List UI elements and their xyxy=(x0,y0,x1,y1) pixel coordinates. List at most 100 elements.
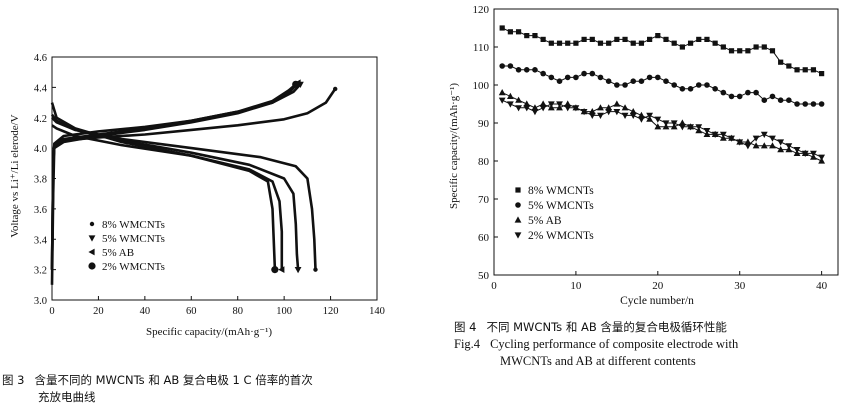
fig4-y-tick-label: 100 xyxy=(473,80,490,92)
fig3-charge-curve xyxy=(50,83,297,285)
fig4-data-point xyxy=(638,78,645,84)
fig4-data-point xyxy=(687,86,694,92)
fig4-data-point xyxy=(613,100,621,107)
fig4-data-point xyxy=(761,97,768,103)
fig3-axes: 0 20 40 60 80 100 120 140 3.0 3.2 3.4 3.6 3.8 4.0 4.2 4… xyxy=(34,53,385,317)
fig3-x-tick-label: 140 xyxy=(369,306,385,317)
fig4-data-point xyxy=(597,40,604,46)
fig4-data-point xyxy=(720,44,726,50)
fig4-data-point xyxy=(564,105,572,112)
fig4-data-point xyxy=(663,36,669,42)
fig4-data-point xyxy=(613,109,621,116)
fig4-y-tick-label: 60 xyxy=(478,232,490,244)
fig4-data-point xyxy=(548,40,554,46)
fig4-data-point xyxy=(646,74,653,81)
fig3-data-point xyxy=(294,267,302,274)
fig4-data-point xyxy=(670,120,678,127)
fig4-data-point xyxy=(498,89,506,96)
fig4-data-point xyxy=(629,108,637,115)
fig4-data-point xyxy=(654,123,662,130)
fig4-data-point xyxy=(556,40,563,46)
fig4-data-point xyxy=(539,100,547,107)
fig4-data-point xyxy=(581,36,587,42)
fig3-legend-label: 8% WMCNTs xyxy=(102,219,165,231)
fig4-data-point xyxy=(506,92,514,99)
fig4-data-point xyxy=(630,78,637,84)
fig4-caption-number: 图 4 xyxy=(454,320,477,334)
fig3-x-tick-label: 40 xyxy=(140,306,151,317)
fig4-data-point xyxy=(737,48,743,54)
fig4-data-point xyxy=(532,67,538,73)
fig3-y-axis-label: Voltage vs Li⁺/Li elerode/V xyxy=(9,114,21,237)
fig4-x-tick-label: 10 xyxy=(570,280,582,292)
fig4-legend-label: 5% AB xyxy=(528,215,562,227)
fig3-discharge-curve xyxy=(51,124,284,270)
fig3-y-tick-label: 3.6 xyxy=(34,205,47,216)
fig4-data-point xyxy=(711,131,719,138)
fig3-legend-marker xyxy=(88,235,96,242)
fig4-data-point xyxy=(810,101,817,107)
fig4-data-point xyxy=(605,104,613,111)
fig4-caption: 图 4 不同 MWCNTs 和 AB 含量的复合电极循环性能 Fig.4 Cycli… xyxy=(454,319,850,370)
fig4-data-point xyxy=(531,104,539,111)
fig3-plot-area xyxy=(50,79,338,285)
fig3-data-point xyxy=(313,267,318,272)
fig4-data-point xyxy=(810,150,817,157)
fig4-data-point xyxy=(728,93,735,100)
fig3-caption-number: 图 3 xyxy=(2,373,25,387)
fig4-data-point xyxy=(573,40,579,46)
fig4-data-point xyxy=(630,40,636,46)
fig4-data-point xyxy=(605,78,612,84)
fig4-data-point xyxy=(761,44,767,50)
fig4-series-line xyxy=(502,65,822,105)
fig4-data-point xyxy=(622,82,628,88)
fig4-caption-cn: 不同 MWCNTs 和 AB 含量的复合电极循环性能 xyxy=(486,320,727,334)
fig4-data-point xyxy=(777,97,784,103)
fig4-data-point xyxy=(507,29,513,35)
fig4-data-point xyxy=(564,74,571,81)
fig4-data-point xyxy=(597,74,604,81)
fig4-legend-marker xyxy=(514,232,522,239)
fig4-data-point xyxy=(777,139,785,146)
fig4-y-tick-label: 110 xyxy=(473,42,490,54)
fig4-data-point xyxy=(621,112,629,119)
fig4-data-point xyxy=(564,100,572,107)
fig4-data-point xyxy=(532,33,538,39)
fig4-data-point xyxy=(769,142,776,149)
fig4-data-point xyxy=(728,48,735,54)
fig4-data-point xyxy=(573,74,579,81)
fig4-data-point xyxy=(540,70,546,77)
fig4-data-point xyxy=(778,59,784,65)
fig4-data-point xyxy=(752,135,760,142)
fig4-data-point xyxy=(539,105,547,112)
fig4-data-point xyxy=(547,101,555,108)
fig3-x-tick-label: 80 xyxy=(232,306,243,317)
fig4-data-point xyxy=(810,67,817,73)
fig4-data-point xyxy=(752,142,760,149)
fig4-data-point xyxy=(597,104,604,111)
fig4-legend-marker xyxy=(514,216,522,223)
fig4-data-point xyxy=(523,67,530,73)
fig3-x-tick-label: 120 xyxy=(323,306,339,317)
fig3-legend: 8% WMCNTs 5% WMCNTs 5% AB 2% WMCNTs xyxy=(88,219,165,273)
fig4-data-point xyxy=(614,36,620,42)
fig4-x-tick-label: 30 xyxy=(734,280,746,292)
fig4-data-point xyxy=(728,135,735,142)
fig4-data-point xyxy=(556,78,563,84)
fig3-y-tick-label: 3.0 xyxy=(34,296,47,307)
fig4-data-point xyxy=(801,150,809,157)
fig4-data-point xyxy=(638,116,645,123)
fig4-data-point xyxy=(565,40,571,46)
fig4-data-point xyxy=(580,109,588,116)
fig4-data-point xyxy=(524,33,530,39)
fig4-data-point xyxy=(589,70,596,77)
fig4-axes: 0 10 20 30 40 50 60 70 80 90 100 110 120 xyxy=(473,4,839,292)
fig4-data-point xyxy=(597,112,604,119)
fig4-data-point xyxy=(515,105,522,112)
fig4-data-point xyxy=(655,74,661,81)
fig4-data-point xyxy=(760,142,768,149)
fig3-y-tick-label: 3.2 xyxy=(34,266,47,277)
fig4-data-point xyxy=(638,111,645,118)
fig3-caption-line2: 充放电曲线 xyxy=(38,390,96,404)
fig4-data-point xyxy=(687,40,694,46)
